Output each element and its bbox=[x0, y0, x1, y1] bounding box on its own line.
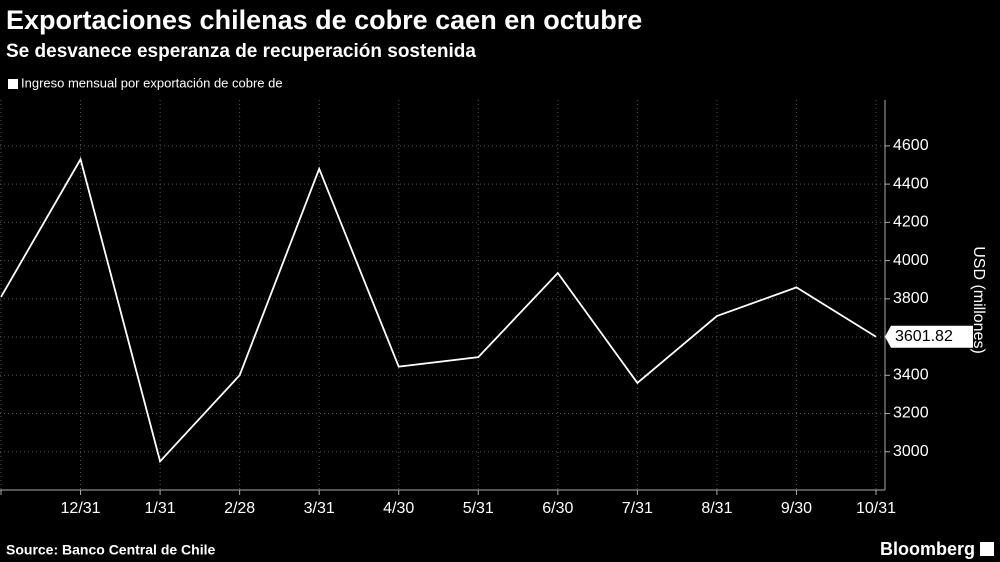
x-tick-label: 5/31 bbox=[463, 500, 494, 517]
legend-label: Ingreso mensual por exportación de cobre… bbox=[21, 75, 283, 90]
chart-title: Exportaciones chilenas de cobre caen en … bbox=[6, 5, 642, 35]
y-tick-label: 4600 bbox=[893, 137, 929, 154]
legend-swatch bbox=[8, 79, 18, 89]
x-tick-label: 12/31 bbox=[61, 500, 101, 517]
x-tick-label: 1/31 bbox=[145, 500, 176, 517]
y-tick-label: 3000 bbox=[893, 443, 929, 460]
last-value-label: 3601.82 bbox=[895, 328, 953, 345]
y-tick-label: 3200 bbox=[893, 405, 929, 422]
last-value-flag bbox=[885, 325, 973, 348]
chart-subtitle: Se desvanece esperanza de recuperación s… bbox=[6, 41, 476, 62]
y-tick-label: 4000 bbox=[893, 252, 929, 269]
x-tick-label: 6/30 bbox=[542, 500, 573, 517]
source: Source: Banco Central de Chile bbox=[6, 542, 215, 558]
brand-icon bbox=[980, 542, 994, 556]
y-tick-label: 3400 bbox=[893, 367, 929, 384]
x-tick-label: 2/28 bbox=[224, 500, 255, 517]
y-tick-label: 4200 bbox=[893, 214, 929, 231]
y-tick-label: 4400 bbox=[893, 175, 929, 192]
x-tick-label: 10/31 bbox=[856, 500, 896, 517]
x-tick-label: 3/31 bbox=[304, 500, 335, 517]
y-tick-label: 3800 bbox=[893, 290, 929, 307]
x-tick-label: 9/30 bbox=[781, 500, 812, 517]
y-axis-label: USD (millones) bbox=[970, 246, 987, 354]
x-tick-label: 4/30 bbox=[383, 500, 414, 517]
x-tick-label: 7/31 bbox=[622, 500, 653, 517]
line-series bbox=[0, 156, 877, 464]
brand: Bloomberg bbox=[880, 539, 975, 559]
x-tick-label: 8/31 bbox=[701, 500, 732, 517]
